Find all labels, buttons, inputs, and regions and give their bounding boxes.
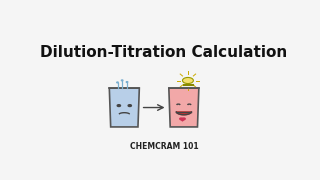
- Polygon shape: [176, 112, 191, 115]
- Circle shape: [117, 105, 121, 107]
- Polygon shape: [109, 88, 139, 127]
- Circle shape: [128, 105, 132, 107]
- Circle shape: [121, 80, 123, 81]
- FancyBboxPatch shape: [112, 104, 137, 125]
- Polygon shape: [180, 118, 185, 121]
- Text: Dilution-Titration Calculation: Dilution-Titration Calculation: [40, 45, 288, 60]
- Circle shape: [117, 82, 118, 83]
- Text: CHEMCRAM 101: CHEMCRAM 101: [130, 142, 198, 151]
- Circle shape: [182, 77, 193, 84]
- Polygon shape: [169, 88, 199, 127]
